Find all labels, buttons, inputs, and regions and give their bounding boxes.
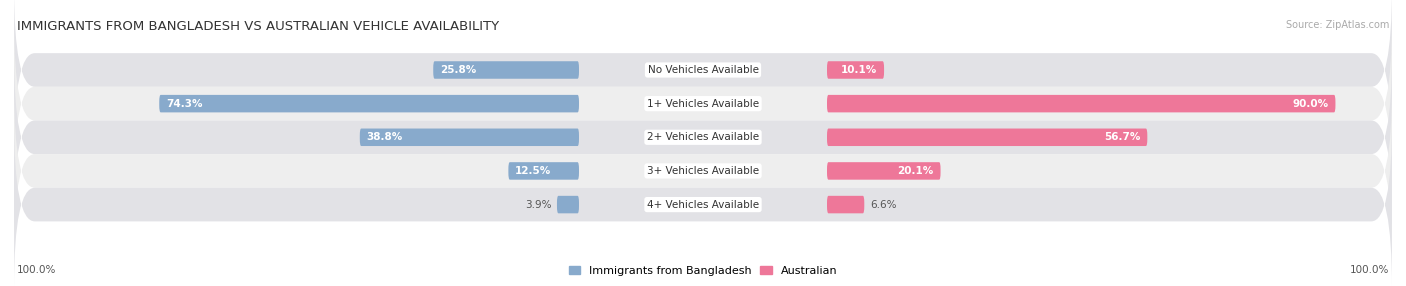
Text: 2+ Vehicles Available: 2+ Vehicles Available: [647, 132, 759, 142]
Text: 10.1%: 10.1%: [841, 65, 877, 75]
FancyBboxPatch shape: [14, 0, 1392, 154]
FancyBboxPatch shape: [509, 162, 579, 180]
FancyBboxPatch shape: [827, 128, 1147, 146]
Text: 56.7%: 56.7%: [1104, 132, 1140, 142]
Text: Source: ZipAtlas.com: Source: ZipAtlas.com: [1285, 20, 1389, 30]
Legend: Immigrants from Bangladesh, Australian: Immigrants from Bangladesh, Australian: [564, 261, 842, 281]
Text: 12.5%: 12.5%: [515, 166, 551, 176]
Text: 100.0%: 100.0%: [1350, 265, 1389, 275]
Text: 90.0%: 90.0%: [1292, 99, 1329, 109]
Text: 1+ Vehicles Available: 1+ Vehicles Available: [647, 99, 759, 109]
FancyBboxPatch shape: [827, 162, 941, 180]
FancyBboxPatch shape: [827, 95, 1336, 112]
Text: 25.8%: 25.8%: [440, 65, 477, 75]
FancyBboxPatch shape: [159, 95, 579, 112]
Text: 3+ Vehicles Available: 3+ Vehicles Available: [647, 166, 759, 176]
Text: No Vehicles Available: No Vehicles Available: [648, 65, 758, 75]
Text: 100.0%: 100.0%: [17, 265, 56, 275]
Text: 20.1%: 20.1%: [897, 166, 934, 176]
FancyBboxPatch shape: [827, 61, 884, 79]
FancyBboxPatch shape: [827, 196, 865, 213]
FancyBboxPatch shape: [14, 120, 1392, 286]
FancyBboxPatch shape: [360, 128, 579, 146]
FancyBboxPatch shape: [433, 61, 579, 79]
Text: 3.9%: 3.9%: [524, 200, 551, 210]
FancyBboxPatch shape: [14, 19, 1392, 188]
FancyBboxPatch shape: [14, 53, 1392, 221]
Text: IMMIGRANTS FROM BANGLADESH VS AUSTRALIAN VEHICLE AVAILABILITY: IMMIGRANTS FROM BANGLADESH VS AUSTRALIAN…: [17, 20, 499, 33]
Text: 6.6%: 6.6%: [870, 200, 896, 210]
Text: 74.3%: 74.3%: [166, 99, 202, 109]
FancyBboxPatch shape: [557, 196, 579, 213]
Text: 4+ Vehicles Available: 4+ Vehicles Available: [647, 200, 759, 210]
Text: 38.8%: 38.8%: [367, 132, 404, 142]
FancyBboxPatch shape: [14, 87, 1392, 255]
